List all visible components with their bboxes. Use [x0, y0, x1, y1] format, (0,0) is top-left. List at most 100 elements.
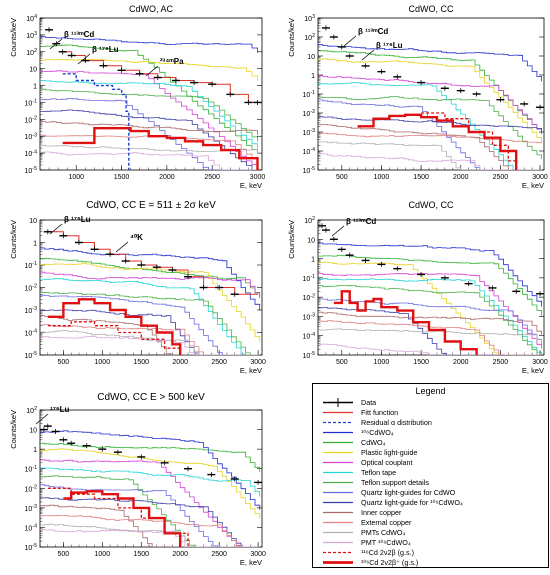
x-tick-label: 1500 [114, 174, 130, 181]
annotation-label: β ¹⁷⁶Lu [376, 41, 403, 50]
x-tick-label: 2500 [204, 174, 220, 181]
component-curve [318, 124, 542, 170]
x-tick-label: 2000 [453, 359, 469, 366]
panel-title: CdWO, CC E > 500 keV [97, 392, 205, 403]
y-tick-label: 10-3 [303, 128, 316, 137]
plot-area [40, 423, 262, 547]
x-tick-label: 3000 [532, 174, 548, 181]
component-curve [40, 497, 260, 547]
legend-item: Teflon tape [321, 467, 547, 478]
legend-item-label: Fitt function [361, 408, 399, 417]
y-tick-label: 10-4 [25, 329, 38, 338]
y-tick-label: 10-4 [303, 332, 316, 341]
component-curve [40, 263, 261, 342]
component-curve [40, 324, 260, 355]
y-tick-label: 10-2 [303, 109, 316, 118]
series-106cd-2-2-g-s- [47, 298, 182, 355]
x-tick-label: 3000 [250, 359, 266, 366]
y-tick-label: 10-3 [25, 132, 38, 141]
y-axis-label: Counts/keV [9, 18, 18, 57]
legend-swatch [323, 561, 353, 564]
legend-item: External copper [321, 517, 547, 528]
series-residual-distribution [62, 73, 130, 170]
x-tick-label: 2000 [172, 551, 188, 558]
plot-area [318, 223, 544, 355]
legend-item: Teflon support details [321, 477, 547, 488]
legend-title: Legend [415, 386, 446, 396]
legend-item-label: PMT ¹⁰⁶CdWO₄ [361, 538, 411, 547]
component-curve [318, 44, 542, 82]
x-axis-label: E, keV [522, 181, 544, 190]
y-tick-label: 102 [304, 33, 315, 42]
component-curve [318, 320, 542, 355]
y-axis-label: Counts/keV [9, 220, 18, 259]
y-tick-label: 10-2 [25, 484, 38, 493]
annotation-arrow [77, 53, 91, 65]
y-tick-label: 104 [26, 14, 37, 23]
component-curve [40, 529, 260, 547]
legend-swatch [323, 461, 353, 464]
component-curve [40, 292, 260, 355]
component-curve [40, 271, 261, 298]
annotation-arrow [145, 65, 159, 77]
annotation-arrow [115, 241, 129, 253]
component-curve [40, 442, 261, 472]
x-tick-label: 2500 [211, 551, 227, 558]
y-axis-label: Counts/keV [287, 220, 296, 259]
y-tick-label: 10-5 [303, 351, 316, 360]
legend-item: Quartz light-guide for ¹⁰⁶CdWO₄ [321, 497, 547, 508]
component-curve [318, 273, 542, 349]
component-curve [40, 475, 260, 547]
series-116cd-2-2-g-s- [47, 487, 189, 547]
annotation-arrow [331, 225, 345, 237]
x-tick-label: 2000 [172, 359, 188, 366]
component-curve [40, 44, 258, 154]
component-curve [318, 328, 542, 345]
component-curve [318, 242, 542, 307]
component-curve [40, 59, 258, 81]
x-tick-label: 500 [336, 174, 348, 181]
component-curve [40, 257, 261, 299]
component-curve [318, 96, 542, 160]
component-curve [40, 88, 258, 142]
component-curve [318, 116, 542, 133]
annotation-label: ¹⁷⁶Lu [50, 405, 70, 414]
x-tick-label: 1000 [95, 551, 111, 558]
plot-frame [317, 17, 545, 171]
component-curve [40, 151, 258, 170]
y-tick-label: 10-5 [25, 543, 38, 552]
plot-frame [39, 409, 263, 548]
x-tick-label: 1500 [413, 174, 429, 181]
legend-item-label: External copper [361, 518, 412, 527]
legend-swatch [323, 451, 353, 454]
chart-p2-svg: 10-5 10-4 10-3 10-2 10-1 1 10 102 103 500 1000 1500… [287, 4, 548, 190]
legend-swatch [323, 431, 353, 434]
component-curve [40, 430, 261, 510]
legend-swatch [323, 501, 353, 504]
annotation-label: β ¹¹³ᵐCd [346, 217, 376, 226]
plot-area [40, 229, 261, 355]
y-tick-label: 1 [33, 241, 37, 248]
y-tick-label: 10-5 [25, 351, 38, 360]
legend-item-label: CdWO₄ [361, 438, 386, 447]
legend-item: Fitt function [321, 407, 547, 418]
legend-item-label: ¹⁰⁶Cd 2ν2β⁺ (g.s.) [361, 558, 419, 567]
y-tick-label: 10 [307, 54, 315, 61]
legend-item: Plastic light-guide [321, 447, 547, 458]
chart-p4-svg: 10-5 10-4 10-3 10-2 10-1 1 10 102 500 1000 1500 200… [287, 200, 548, 375]
component-curve [40, 523, 260, 547]
y-tick-label: 10-3 [303, 313, 316, 322]
y-tick-label: 10-4 [25, 524, 38, 533]
x-tick-label: 3000 [532, 359, 548, 366]
y-tick-label: 10-2 [25, 284, 38, 293]
legend-item: ¹⁰⁶Cd 2ν2β⁺ (g.s.) [321, 557, 547, 568]
component-curve [40, 467, 261, 497]
chart-panel-1: 10-5 10-4 10-3 10-2 10-1 1 10 102 103 104 1000 1500… [0, 0, 270, 200]
legend-swatch [323, 531, 353, 534]
y-tick-label: 10-2 [25, 116, 38, 125]
y-tick-label: 10 [29, 67, 37, 74]
series-116cd-2-2-g-s- [421, 112, 517, 170]
legend-item-label: Quartz light-guides for CdWO [361, 488, 456, 497]
legend-item-label: Optical couplant [361, 458, 413, 467]
legend-item-label: Teflon support details [361, 478, 429, 487]
